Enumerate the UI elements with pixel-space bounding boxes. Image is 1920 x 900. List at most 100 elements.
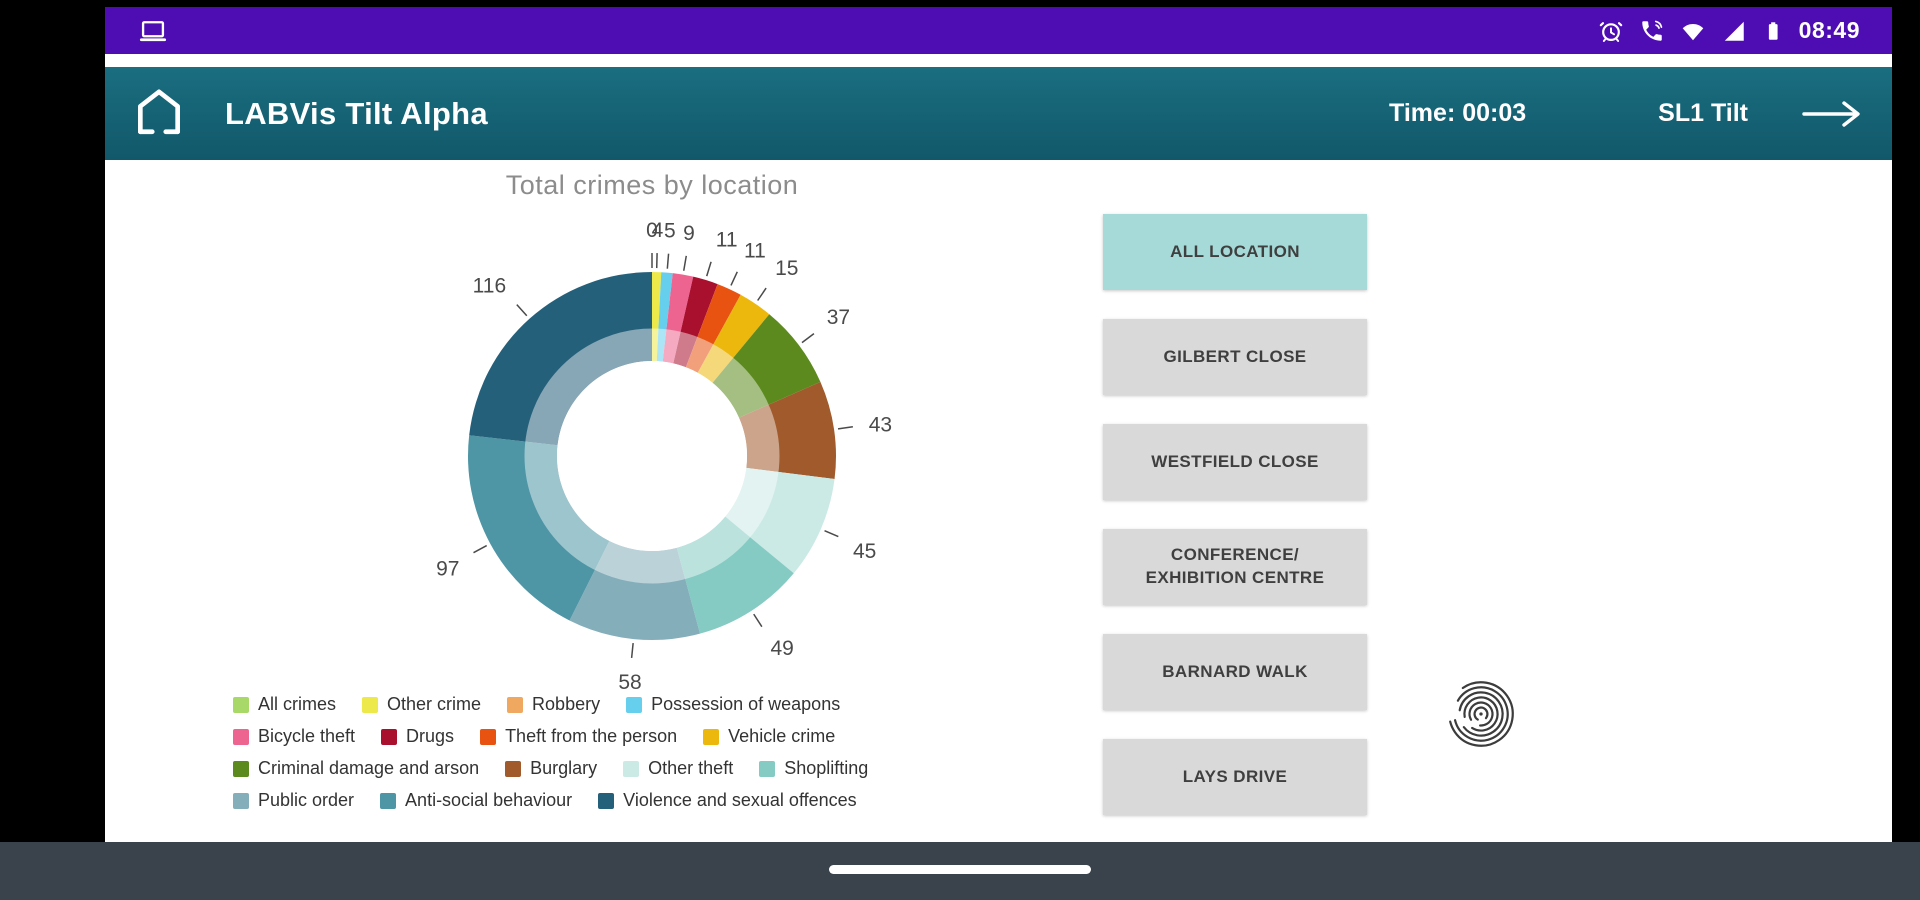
donut-slice-anti-social-behaviour[interactable]: [468, 435, 610, 621]
slice-value-label: 49: [771, 637, 794, 660]
app-title: LABVis Tilt Alpha: [225, 95, 488, 131]
legend-label: All crimes: [258, 694, 337, 714]
legend-label: Theft from the person: [505, 726, 678, 746]
slice-value-label: 9: [683, 222, 695, 245]
location-button-label: ALL LOCATION: [1170, 241, 1300, 261]
donut-slice-other-theft[interactable]: [725, 467, 835, 574]
legend-swatch: [623, 760, 640, 777]
mode-label: SL1 Tilt: [1658, 99, 1748, 127]
legend-swatch: [233, 696, 249, 713]
legend-label: Shoplifting: [784, 758, 869, 778]
slice-value-label: 45: [853, 540, 876, 563]
donut-slice-drugs[interactable]: [673, 276, 718, 368]
legend-label: Anti-social behaviour: [405, 790, 573, 810]
android-navigation-bar: [0, 842, 1920, 900]
chart-title: Total crimes by location: [505, 170, 799, 200]
legend-item: Theft from the person: [480, 726, 677, 747]
location-button-label: GILBERT CLOSE: [1163, 346, 1307, 366]
legend-label: Other crime: [387, 694, 482, 714]
legend-swatch: [507, 696, 524, 713]
legend-item: Criminal damage and arson: [233, 758, 479, 779]
legend-row: Criminal damage and arson Burglary Other t…: [233, 758, 868, 779]
wifi-icon: [1680, 18, 1706, 44]
slice-value-label: 11: [716, 228, 738, 251]
status-bar: 08:49: [105, 7, 1892, 54]
slice-label-line: [666, 253, 670, 269]
legend-swatch: [598, 792, 615, 809]
slice-label-line: [705, 261, 712, 277]
slice-value-label: 15: [775, 257, 798, 280]
location-button-all-location[interactable]: ALL LOCATION: [1103, 214, 1367, 290]
fingerprint-icon: [1435, 668, 1527, 765]
legend-label: Violence and sexual offences: [623, 790, 857, 810]
location-button-label: WESTFIELD CLOSE: [1151, 451, 1319, 471]
legend-label: Bicycle theft: [258, 726, 356, 746]
legend-swatch: [703, 728, 720, 745]
legend-item: Public order: [233, 790, 354, 811]
legend-item: All crimes: [233, 694, 336, 715]
slice-value-label: 11: [744, 239, 766, 262]
gesture-pill[interactable]: [829, 865, 1091, 874]
location-buttons: ALL LOCATION GILBERT CLOSE WESTFIELD CLOSE…: [1103, 214, 1367, 815]
legend-swatch: [233, 728, 249, 745]
legend-item: Shoplifting: [759, 758, 868, 779]
slice-value-label: 43: [869, 413, 892, 436]
legend-swatch: [380, 792, 397, 809]
donut-slice-bicycle-theft[interactable]: [662, 273, 694, 364]
donut-slice-violence-and-sexual-offences[interactable]: [469, 272, 652, 446]
legend-item: Vehicle crime: [703, 726, 835, 747]
legend-label: Drugs: [406, 726, 455, 746]
legend-swatch: [626, 696, 643, 713]
location-button-conference-exhibition-centre[interactable]: CONFERENCE/EXHIBITION CENTRE: [1103, 529, 1367, 605]
donut-slice-possession-of-weapons[interactable]: [656, 272, 673, 362]
battery-icon: [1762, 18, 1784, 44]
legend-item: Other crime: [362, 694, 481, 715]
location-button-lays-drive[interactable]: LAYS DRIVE: [1103, 739, 1367, 815]
timer-label: Time: 00:03: [1389, 99, 1527, 127]
legend-label: Public order: [258, 790, 355, 810]
slice-value-label: 0: [646, 219, 658, 242]
legend-swatch: [381, 728, 398, 745]
legend-swatch: [233, 760, 249, 777]
legend-label: Possession of weapons: [651, 694, 841, 714]
legend-item: Other theft: [623, 758, 733, 779]
donut-slice-public-order[interactable]: [569, 540, 700, 640]
location-button-label: EXHIBITION CENTRE: [1145, 568, 1325, 587]
location-button-gilbert-close[interactable]: GILBERT CLOSE: [1103, 319, 1367, 395]
legend-row: All crimes Other crime Robbery Possession o…: [233, 694, 868, 715]
slice-value-label: 97: [436, 557, 459, 580]
legend-item: Robbery: [507, 694, 600, 715]
legend-label: Other theft: [648, 758, 734, 778]
donut-slice-theft-from-the-person[interactable]: [685, 284, 741, 373]
slice-value-label: 5: [664, 220, 676, 243]
donut-slice-vehicle-crime[interactable]: [697, 294, 770, 383]
slice-value-label: 37: [827, 306, 850, 329]
legend-swatch: [759, 760, 776, 777]
slice-label-line: [753, 613, 763, 628]
legend-swatch: [362, 696, 379, 713]
legend-swatch: [505, 760, 522, 777]
signal-icon: [1721, 18, 1747, 44]
location-button-barnard-walk[interactable]: BARNARD WALK: [1103, 634, 1367, 710]
home-button[interactable]: [131, 85, 187, 142]
legend-label: Robbery: [532, 694, 601, 714]
slice-label-line: [824, 529, 839, 538]
chart-legend: All crimes Other crime Robbery Possession o…: [233, 694, 868, 811]
location-button-label: BARNARD WALK: [1162, 661, 1308, 681]
slice-label-line: [630, 642, 634, 659]
legend-swatch: [480, 728, 497, 745]
legend-item: Violence and sexual offences: [598, 790, 857, 811]
app-header: LABVis Tilt Alpha Time: 00:03 SL1 Tilt: [105, 67, 1892, 160]
home-icon: [131, 85, 187, 142]
legend-item: Bicycle theft: [233, 726, 355, 747]
location-button-westfield-close[interactable]: WESTFIELD CLOSE: [1103, 424, 1367, 500]
slice-value-label: 58: [618, 671, 641, 694]
donut-slice-burglary[interactable]: [738, 381, 836, 480]
donut-slice-other-crime[interactable]: [652, 272, 662, 362]
slice-value-label: 116: [473, 275, 506, 298]
arrow-right-icon[interactable]: [1800, 99, 1864, 129]
slice-label-line: [757, 287, 767, 301]
slice-label-line: [801, 333, 815, 344]
app-screen: 08:49 LABVis Tilt Alpha Time: 00:03 SL1 …: [105, 7, 1892, 842]
legend-swatch: [233, 792, 249, 809]
